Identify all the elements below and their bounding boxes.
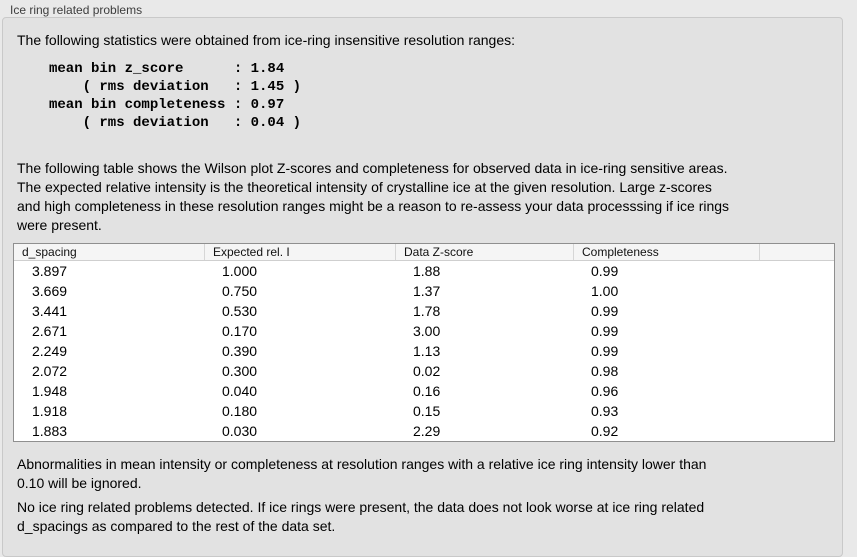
table-cell: 0.040 (222, 383, 258, 399)
table-cell: 1.78 (413, 303, 441, 319)
column-header-data-z-score: Data Z-score (395, 244, 573, 260)
table-cell: 0.99 (591, 323, 619, 339)
table-row[interactable]: 3.669 0.750 1.37 1.00 (14, 281, 834, 301)
table-row[interactable]: 2.072 0.300 0.02 0.98 (14, 361, 834, 381)
table-cell: 0.99 (591, 263, 619, 279)
table-cell: 0.180 (222, 403, 258, 419)
table-cell: 0.530 (222, 303, 258, 319)
column-header-empty (759, 244, 834, 260)
table-row[interactable]: 2.671 0.170 3.00 0.99 (14, 321, 834, 341)
table-row[interactable]: 1.918 0.180 0.15 0.93 (14, 401, 834, 421)
stats-block: mean bin z_score : 1.84 ( rms deviation … (49, 61, 302, 131)
table-cell: 0.16 (413, 383, 441, 399)
table-cell: 0.170 (222, 323, 258, 339)
table-cell: 3.897 (32, 263, 68, 279)
conclusion-text: No ice ring related problems detected. I… (17, 499, 705, 534)
column-header-d-spacing: d_spacing (22, 245, 77, 259)
table-cell: 3.669 (32, 283, 68, 299)
table-body: 3.897 1.000 1.88 0.99 3.669 0.750 1.37 1.00 3.44… (14, 261, 834, 441)
ice-ring-table[interactable]: d_spacing Expected rel. I Data Z-score Comp… (13, 243, 835, 442)
table-cell: 1.13 (413, 343, 441, 359)
column-header-expected-rel-i: Expected rel. I (204, 244, 395, 260)
table-cell: 1.88 (413, 263, 441, 279)
table-row[interactable]: 2.249 0.390 1.13 0.99 (14, 341, 834, 361)
table-cell: 0.030 (222, 423, 258, 439)
table-cell: 0.15 (413, 403, 441, 419)
table-cell: 0.99 (591, 303, 619, 319)
table-cell: 2.072 (32, 363, 68, 379)
table-cell: 3.441 (32, 303, 68, 319)
table-cell: 2.29 (413, 423, 441, 439)
ice-ring-panel: The following statistics were obtained f… (2, 17, 843, 557)
table-row[interactable]: 1.948 0.040 0.16 0.96 (14, 381, 834, 401)
table-row[interactable]: 1.883 0.030 2.29 0.92 (14, 421, 834, 441)
table-row[interactable]: 3.897 1.000 1.88 0.99 (14, 261, 834, 281)
table-cell: 1.948 (32, 383, 68, 399)
table-cell: 0.02 (413, 363, 441, 379)
table-cell: 1.37 (413, 283, 441, 299)
table-cell: 0.390 (222, 343, 258, 359)
table-row[interactable]: 3.441 0.530 1.78 0.99 (14, 301, 834, 321)
stats-intro-text: The following statistics were obtained f… (17, 32, 516, 48)
column-header-completeness: Completeness (573, 244, 759, 260)
table-cell: 0.92 (591, 423, 619, 439)
table-cell: 1.000 (222, 263, 258, 279)
table-cell: 1.00 (591, 283, 619, 299)
panel-title: Ice ring related problems (10, 3, 143, 17)
table-cell: 2.249 (32, 343, 68, 359)
ice-ring-report-page: { "panel": { "title": "Ice ring related … (2, 3, 843, 557)
table-cell: 1.918 (32, 403, 68, 419)
ignore-note-text: Abnormalities in mean intensity or compl… (17, 456, 707, 491)
table-cell: 0.300 (222, 363, 258, 379)
table-cell: 2.671 (32, 323, 68, 339)
table-cell: 0.98 (591, 363, 619, 379)
table-cell: 0.750 (222, 283, 258, 299)
table-cell: 0.99 (591, 343, 619, 359)
table-cell: 1.883 (32, 423, 68, 439)
table-cell: 3.00 (413, 323, 441, 339)
table-cell: 0.96 (591, 383, 619, 399)
table-cell: 0.93 (591, 403, 619, 419)
table-description-text: The following table shows the Wilson plo… (17, 160, 730, 233)
table-header-row: d_spacing Expected rel. I Data Z-score Comp… (14, 244, 834, 261)
